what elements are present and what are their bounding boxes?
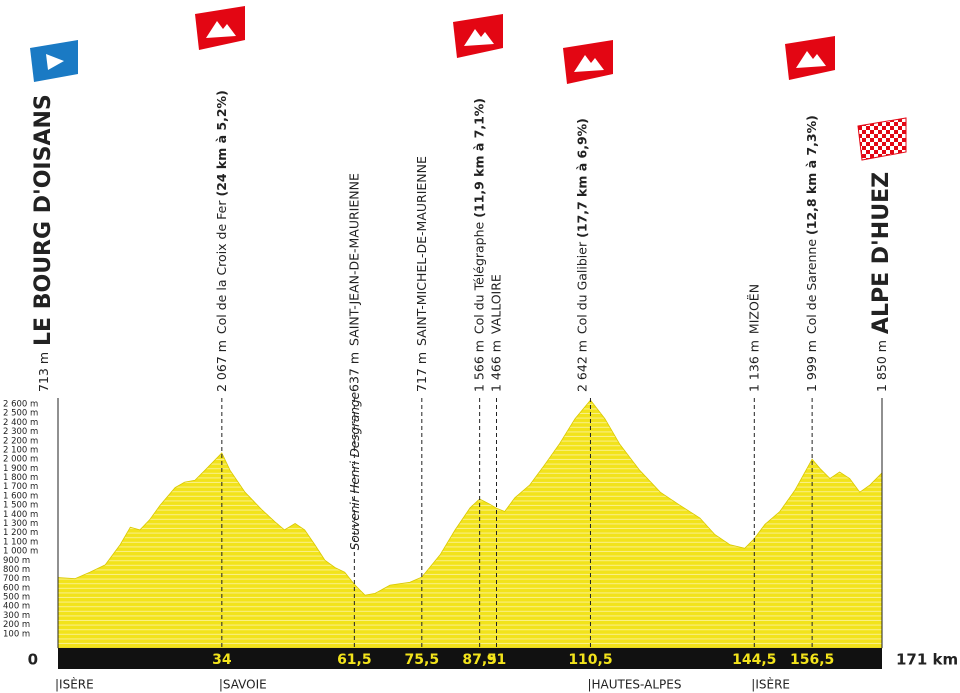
km-label: 171 km [896, 651, 958, 669]
waypoint-label: 637 m SAINT-JEAN-DE-MAURIENNE [346, 173, 361, 392]
km-label: 144,5 [732, 652, 776, 668]
km-label: 75,5 [405, 652, 440, 668]
elevation-label: 717 m [413, 352, 428, 392]
town-name: ALPE D'HUEZ [869, 172, 894, 334]
km-label: 156,5 [790, 652, 834, 668]
waypoint-name: Col du Galibier [574, 241, 589, 334]
region-label: |HAUTES-ALPES [587, 678, 681, 692]
y-tick-label: 1 100 m [3, 537, 38, 547]
elevation-label: 1 850 m [874, 340, 889, 392]
y-tick-label: 2 200 m [3, 436, 38, 446]
elevation-area [57, 399, 883, 649]
y-tick-label: 700 m [3, 574, 30, 584]
waypoint-label: 713 m LE BOURG D'OISANS [31, 94, 56, 392]
km-label: 0 [28, 651, 38, 669]
y-tick-label: 1 500 m [3, 501, 38, 511]
elevation-label: 2 067 m [213, 340, 228, 392]
km-label: 61,5 [337, 652, 372, 668]
finish-icon [857, 117, 907, 161]
region-label: |SAVOIE [219, 678, 267, 692]
y-tick-label: 400 m [3, 602, 30, 612]
y-tick-label: 1 800 m [3, 473, 38, 483]
elevation-label: 2 642 m [574, 340, 589, 392]
waypoint-name: VALLOIRE [488, 274, 503, 334]
waypoint-name: SAINT-JEAN-DE-MAURIENNE [346, 173, 361, 346]
y-tick-label: 1 400 m [3, 510, 38, 520]
waypoint-label: 717 m SAINT-MICHEL-DE-MAURIENNE [413, 156, 428, 392]
y-tick-label: 800 m [3, 565, 30, 575]
km-label: 110,5 [568, 652, 612, 668]
waypoint-name: Col du Télégraphe [471, 221, 486, 334]
y-tick-label: 500 m [3, 593, 30, 603]
climb-icon [563, 40, 613, 84]
waypoint-name: Col de Sarenne [804, 239, 819, 334]
km-label: 87,5 [462, 652, 497, 668]
waypoint-name: MIZOËN [746, 284, 761, 334]
climb-icon [453, 14, 503, 58]
y-tick-label: 300 m [3, 611, 30, 621]
y-tick-label: 900 m [3, 556, 30, 566]
km-bar [58, 648, 882, 669]
y-tick-label: 1 000 m [3, 547, 38, 557]
waypoint-label: 1 136 m MIZOËN [746, 284, 761, 392]
waypoint-label: 1 999 m Col de Sarenne (12,8 km à 7,3%) [804, 115, 819, 392]
y-tick-label: 1 200 m [3, 528, 38, 538]
y-tick-label: 600 m [3, 583, 30, 593]
region-label: |ISÈRE [751, 677, 790, 692]
climb-info: (24 km à 5,2%) [213, 90, 228, 196]
km-label: 91 [487, 652, 506, 668]
climb-info: (12,8 km à 7,3%) [804, 115, 819, 235]
y-tick-label: 2 500 m [3, 409, 38, 419]
y-tick-label: 200 m [3, 620, 30, 630]
climb-icon [785, 36, 835, 80]
y-tick-label: 2 100 m [3, 445, 38, 455]
climb-info: (17,7 km à 6,9%) [574, 118, 589, 238]
y-tick-label: 1 600 m [3, 491, 38, 501]
km-label: 34 [212, 652, 232, 668]
y-tick-label: 2 400 m [3, 418, 38, 428]
elevation-label: 637 m [346, 352, 361, 392]
waypoint-label: 2 642 m Col du Galibier (17,7 km à 6,9%) [574, 118, 589, 392]
start-icon [30, 40, 78, 82]
waypoint-label: 1 466 m VALLOIRE [488, 274, 503, 392]
y-tick-label: 100 m [3, 629, 30, 639]
y-tick-label: 1 900 m [3, 464, 38, 474]
climb-info: (11,9 km à 7,1%) [471, 98, 486, 218]
waypoint-label: 1 850 m ALPE D'HUEZ [869, 172, 894, 392]
elevation-label: 1 466 m [488, 340, 503, 392]
elevation-label: 1 566 m [471, 340, 486, 392]
y-tick-label: 2 000 m [3, 455, 38, 465]
y-tick-label: 1 700 m [3, 482, 38, 492]
waypoint-label: 2 067 m Col de la Croix de Fer (24 km à 5,… [213, 90, 228, 392]
elevation-label: 1 999 m [804, 340, 819, 392]
waypoint-note: Souvenir Henri Desgrange [348, 392, 362, 550]
town-name: LE BOURG D'OISANS [31, 94, 56, 346]
y-tick-label: 1 300 m [3, 519, 38, 529]
region-label: |ISÈRE [55, 677, 94, 692]
elevation-label: 713 m [36, 352, 51, 392]
y-tick-label: 2 600 m [3, 400, 38, 410]
waypoint-name: SAINT-MICHEL-DE-MAURIENNE [413, 156, 428, 346]
waypoint-label: 1 566 m Col du Télégraphe (11,9 km à 7,1%) [471, 98, 486, 392]
elevation-label: 1 136 m [746, 340, 761, 392]
y-tick-label: 2 300 m [3, 427, 38, 437]
climb-icon [195, 6, 245, 50]
waypoint-name: Col de la Croix de Fer [213, 200, 228, 334]
